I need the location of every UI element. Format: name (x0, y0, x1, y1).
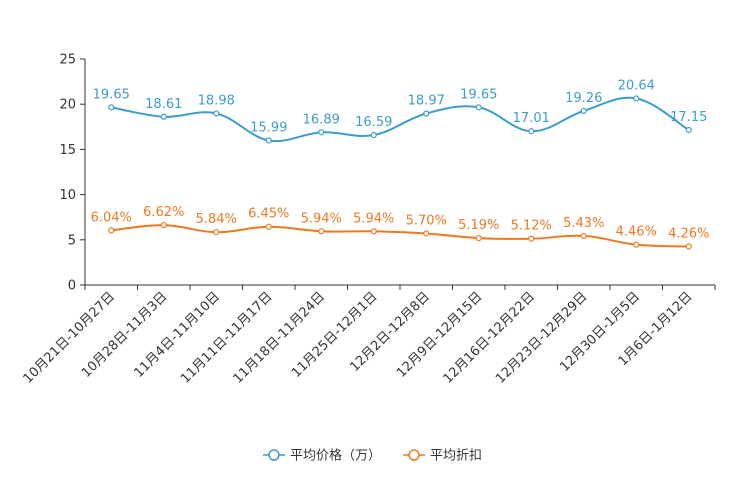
data-label: 19.65 (460, 87, 497, 102)
legend-label: 平均价格（万） (290, 448, 381, 464)
series-line (111, 96, 690, 143)
y-tick-label: 10 (59, 188, 76, 203)
data-point[interactable] (265, 137, 272, 144)
data-label: 5.84% (196, 212, 237, 227)
data-point[interactable] (633, 95, 640, 102)
data-point[interactable] (213, 110, 220, 117)
series-discount: 6.04% 6.62% 5.84% 6.45% 5.94% 5.94% 5.70% 5.19%… (91, 205, 709, 250)
x-tick-label: 12月16日-12月22日 (441, 289, 538, 386)
data-point[interactable] (160, 113, 167, 120)
data-point[interactable] (685, 243, 692, 250)
data-label: 17.15 (670, 110, 707, 125)
data-point[interactable] (580, 107, 587, 114)
data-point[interactable] (318, 228, 325, 235)
x-tick-label: 10月21日-10月27日 (21, 289, 118, 386)
data-point[interactable] (580, 232, 587, 240)
data-label: 5.94% (301, 211, 342, 226)
y-tick-label: 25 (59, 53, 76, 68)
series-price: 19.65 18.61 18.98 15.99 16.89 16.59 18.97 19.65… (93, 78, 707, 144)
data-label: 4.26% (668, 226, 709, 241)
data-point[interactable] (423, 110, 430, 117)
x-tick-label: 11月11日-11月17日 (178, 289, 275, 386)
data-label: 19.65 (93, 87, 130, 102)
data-label: 5.43% (563, 216, 604, 231)
data-point[interactable] (633, 241, 640, 248)
data-point[interactable] (475, 234, 482, 242)
data-label: 16.89 (303, 112, 340, 127)
data-label: 16.59 (355, 115, 392, 130)
legend-item-discount[interactable]: 平均折扣 (403, 449, 482, 464)
legend-item-price[interactable]: 平均价格（万） (263, 448, 381, 464)
x-tick-label: 12月23日-12月29日 (493, 289, 590, 386)
data-point[interactable] (213, 229, 220, 236)
data-label: 4.46% (616, 225, 657, 240)
data-label: 5.94% (353, 211, 394, 226)
data-point[interactable] (108, 227, 115, 234)
legend-label: 平均折扣 (430, 449, 482, 464)
data-label: 17.01 (513, 111, 550, 126)
data-point[interactable] (108, 104, 115, 111)
data-point[interactable] (528, 235, 535, 242)
data-point[interactable] (318, 129, 325, 136)
data-point[interactable] (265, 223, 272, 230)
legend-marker (268, 449, 280, 461)
data-label: 19.26 (565, 91, 602, 106)
data-label: 15.99 (250, 120, 287, 135)
data-label: 18.98 (198, 93, 235, 108)
data-label: 5.12% (511, 219, 552, 234)
data-point[interactable] (160, 222, 167, 229)
series-line (111, 224, 689, 248)
data-label: 5.19% (458, 218, 499, 233)
data-label: 6.62% (143, 205, 184, 220)
data-point[interactable] (475, 104, 482, 111)
y-tick-label: 0 (68, 279, 76, 294)
legend-marker (408, 449, 420, 461)
data-point[interactable] (370, 228, 377, 235)
data-point[interactable] (528, 128, 535, 135)
data-label: 6.45% (248, 207, 289, 222)
data-point[interactable] (370, 131, 377, 139)
data-point[interactable] (423, 230, 430, 237)
y-tick-label: 15 (59, 143, 76, 158)
x-tick-label: 11月18日-11月24日 (231, 289, 328, 386)
legend[interactable]: 平均价格（万） 平均折扣 (263, 448, 482, 464)
data-label: 18.97 (408, 94, 445, 109)
y-tick-label: 5 (68, 233, 76, 248)
series-layer: 19.65 18.61 18.98 15.99 16.89 16.59 18.97 19.65… (91, 78, 709, 250)
data-label: 18.61 (145, 97, 182, 112)
y-tick-label: 20 (59, 98, 76, 113)
data-label: 6.04% (91, 210, 132, 225)
data-label: 20.64 (618, 78, 655, 93)
data-label: 5.70% (406, 213, 447, 228)
data-point[interactable] (685, 126, 692, 134)
